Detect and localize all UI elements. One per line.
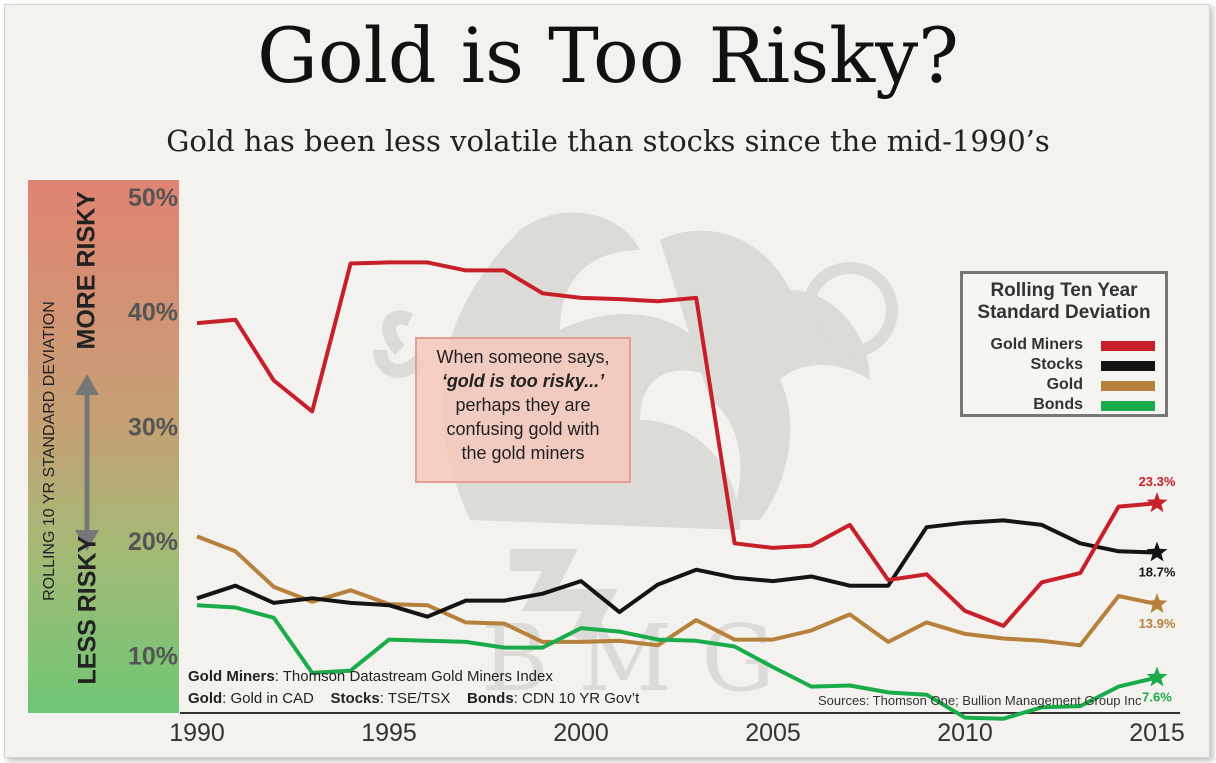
legend-label: Gold Miners	[990, 336, 1083, 353]
y-axis-label: ROLLING 10 YR STANDARD DEVIATION	[41, 301, 58, 601]
note-key: Gold	[188, 690, 223, 707]
legend-item-gold-miners: Gold Miners	[963, 336, 1165, 356]
star-marker-icon	[1146, 541, 1168, 562]
x-tick-label: 2010	[937, 719, 993, 747]
series-line-stocks	[196, 518, 1158, 619]
x-tick-label: 2015	[1129, 719, 1185, 747]
end-value-label: 23.3%	[1139, 474, 1176, 489]
x-tick-label: 2005	[745, 719, 801, 747]
star-marker-icon	[1146, 492, 1168, 513]
y-tick-label: 10%	[128, 643, 178, 671]
note-key: Bonds	[467, 690, 514, 707]
callout-line-emphasis: ‘gold is too risky...’	[441, 371, 605, 391]
legend-swatch	[1101, 381, 1155, 391]
end-value-label: 18.7%	[1139, 564, 1176, 579]
legend-item-gold: Gold	[963, 376, 1165, 396]
source-note: Sources: Thomson One; Bullion Management…	[818, 693, 1142, 708]
chart-subtitle: Gold has been less volatile than stocks …	[166, 124, 1050, 158]
y-tick-labels: 10% 20% 30% 40% 50%	[128, 184, 178, 671]
series-line-bonds	[196, 603, 1158, 721]
y-tick-label: 50%	[128, 184, 178, 212]
end-value-label: 7.6%	[1142, 689, 1172, 704]
star-marker-icon	[1146, 593, 1168, 613]
legend: Rolling Ten Year Standard Deviation Gold…	[960, 271, 1168, 417]
x-tick-labels: 1990 1995 2000 2005 2010 2015	[169, 719, 1185, 747]
legend-label: Bonds	[1033, 396, 1083, 413]
note-desc: : CDN 10 YR Gov’t	[513, 690, 640, 707]
end-value-label: 13.9%	[1139, 616, 1176, 631]
callout-line: When someone says,	[436, 347, 610, 367]
note-gold-stocks-bonds: Gold: Gold in CAD Stocks: TSE/TSX Bonds:…	[188, 690, 639, 707]
legend-swatch	[1101, 361, 1155, 371]
x-tick-label: 1990	[169, 719, 225, 747]
series-line-gold	[196, 534, 1158, 648]
note-key: Stocks	[330, 690, 380, 707]
double-arrow-icon	[75, 374, 99, 551]
star-marker-icon	[1146, 666, 1168, 687]
legend-title: Rolling Ten Year Standard Deviation	[963, 280, 1165, 324]
series-line-gold-miners	[196, 260, 1158, 628]
callout-line: the gold miners	[461, 443, 585, 463]
legend-swatch	[1101, 341, 1155, 351]
note-desc: : Thomson Datastream Gold Miners Index	[274, 668, 553, 685]
legend-item-bonds: Bonds	[963, 396, 1165, 416]
y-tick-label: 40%	[128, 299, 178, 327]
callout-line: perhaps they are	[455, 395, 591, 415]
series-lines	[196, 260, 1158, 721]
x-tick-label: 2000	[553, 719, 609, 747]
more-risky-label: MORE RISKY	[72, 191, 101, 350]
end-markers: 13.9% 7.6% 18.7% 23.3%	[1139, 474, 1176, 704]
note-key: Gold Miners	[188, 668, 275, 685]
callout-box: When someone says, ‘gold is too risky...…	[415, 337, 631, 483]
y-tick-label: 20%	[128, 528, 178, 556]
legend-label: Stocks	[1030, 356, 1083, 373]
legend-item-stocks: Stocks	[963, 356, 1165, 376]
y-tick-label: 30%	[128, 413, 178, 441]
note-gold-miners: Gold Miners: Thomson Datastream Gold Min…	[188, 668, 553, 685]
x-tick-label: 1995	[361, 719, 417, 747]
note-desc: : Gold in CAD	[222, 690, 314, 707]
callout-line: confusing gold with	[446, 419, 600, 439]
note-desc: : TSE/TSX	[379, 690, 451, 707]
risk-gradient-bar	[28, 180, 179, 713]
watermark-text: B M G	[481, 605, 775, 712]
legend-title-line: Rolling Ten Year	[990, 280, 1138, 301]
legend-title-line: Standard Deviation	[977, 302, 1151, 323]
chart-title: Gold is Too Risky?	[257, 11, 959, 100]
legend-label: Gold	[1046, 376, 1083, 393]
less-risky-label: LESS RISKY	[73, 535, 102, 685]
legend-swatch	[1101, 401, 1155, 411]
